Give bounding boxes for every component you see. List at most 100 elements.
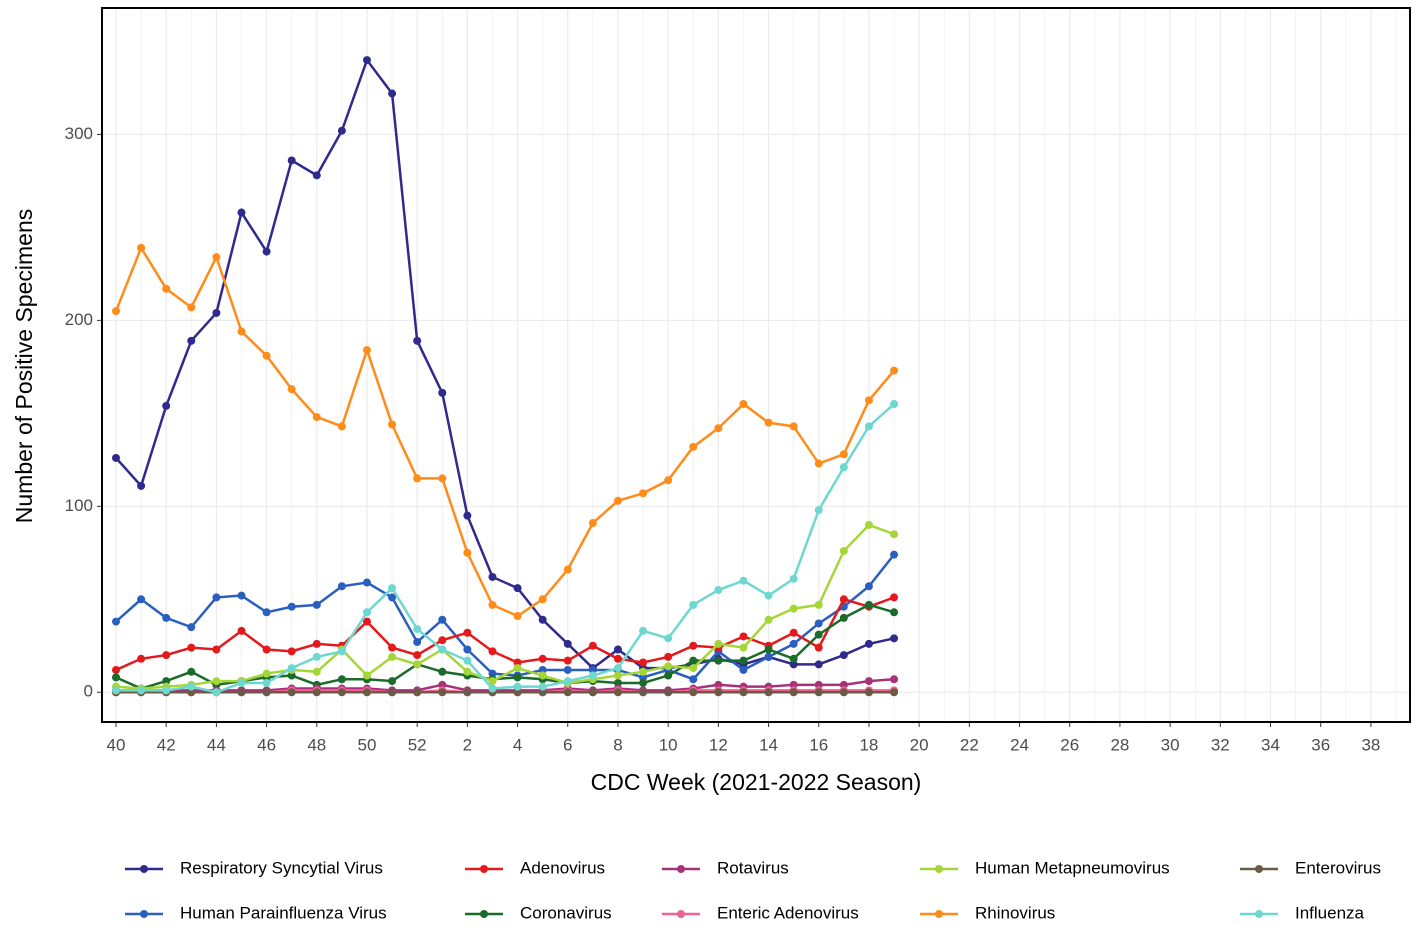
- data-point: [639, 688, 648, 697]
- data-point: [639, 626, 648, 635]
- data-point: [890, 550, 899, 559]
- data-point: [212, 593, 221, 602]
- data-point: [112, 307, 120, 316]
- legend-dot: [480, 910, 488, 918]
- data-point: [112, 673, 120, 682]
- series-line: [116, 677, 895, 692]
- data-point: [463, 548, 472, 557]
- data-point: [137, 595, 146, 604]
- data-point: [413, 651, 422, 660]
- data-point: [613, 678, 622, 687]
- data-point: [890, 688, 899, 697]
- data-point: [864, 688, 873, 697]
- data-point: [337, 126, 346, 135]
- data-point: [890, 593, 899, 602]
- data-point: [262, 351, 271, 360]
- data-point: [664, 688, 673, 697]
- data-point: [362, 617, 371, 626]
- series-line: [115, 596, 895, 672]
- x-tick-label: 6: [563, 735, 572, 754]
- data-point: [764, 591, 773, 600]
- data-point: [287, 664, 296, 673]
- data-point: [890, 530, 899, 539]
- data-point: [262, 678, 271, 687]
- data-point: [237, 327, 246, 336]
- data-point: [789, 660, 798, 669]
- data-point: [613, 664, 622, 673]
- data-point: [588, 665, 597, 674]
- data-point: [814, 688, 823, 697]
- data-point: [538, 615, 547, 624]
- data-point: [513, 664, 522, 673]
- data-point: [413, 638, 422, 647]
- legend-label: Enterovirus: [1295, 858, 1381, 877]
- data-point: [388, 677, 397, 686]
- data-point: [789, 639, 798, 648]
- data-point: [639, 489, 648, 498]
- data-point: [187, 303, 196, 312]
- data-point: [112, 686, 120, 695]
- data-point: [890, 366, 899, 375]
- y-tick-label: 100: [65, 496, 93, 515]
- x-tick-label: 26: [1060, 735, 1079, 754]
- data-point: [613, 654, 622, 663]
- data-point: [814, 643, 823, 652]
- data-point: [388, 688, 397, 697]
- data-point: [714, 424, 723, 433]
- data-point: [488, 677, 497, 686]
- data-point: [789, 680, 798, 689]
- data-point: [312, 600, 321, 609]
- data-point: [463, 628, 472, 637]
- legend-dot: [935, 865, 943, 873]
- data-point: [814, 506, 823, 515]
- data-point: [112, 453, 120, 462]
- legend-dot: [677, 865, 685, 873]
- data-point: [237, 688, 246, 697]
- data-point: [563, 677, 572, 686]
- data-point: [563, 688, 572, 697]
- data-point: [488, 600, 497, 609]
- data-point: [438, 474, 447, 483]
- data-point: [463, 645, 472, 654]
- data-point: [337, 688, 346, 697]
- data-point: [739, 576, 748, 585]
- data-point: [212, 308, 221, 317]
- data-point: [563, 656, 572, 665]
- data-point: [864, 677, 873, 686]
- data-point: [137, 481, 146, 490]
- data-point: [388, 89, 397, 98]
- data-point: [563, 639, 572, 648]
- data-point: [488, 684, 497, 693]
- data-point: [112, 665, 120, 674]
- data-point: [513, 682, 522, 691]
- data-point: [287, 385, 296, 394]
- data-point: [789, 688, 798, 697]
- x-tick-label: 8: [613, 735, 622, 754]
- data-point: [413, 660, 422, 669]
- data-point: [538, 665, 547, 674]
- data-point: [613, 688, 622, 697]
- data-point: [814, 600, 823, 609]
- data-point: [187, 643, 196, 652]
- data-point: [388, 420, 397, 429]
- data-point: [789, 574, 798, 583]
- data-point: [588, 688, 597, 697]
- data-point: [438, 388, 447, 397]
- data-point: [839, 651, 848, 660]
- data-point: [187, 336, 196, 345]
- data-point: [513, 658, 522, 667]
- x-tick-label: 38: [1361, 735, 1380, 754]
- data-point: [237, 678, 246, 687]
- data-point: [187, 682, 196, 691]
- data-point: [563, 665, 572, 674]
- data-point: [212, 677, 221, 686]
- data-point: [287, 647, 296, 656]
- data-point: [212, 645, 221, 654]
- data-point: [413, 474, 422, 483]
- data-point: [739, 632, 748, 641]
- data-point: [463, 656, 472, 665]
- data-point: [262, 688, 271, 697]
- data-point: [438, 645, 447, 654]
- data-point: [413, 336, 422, 345]
